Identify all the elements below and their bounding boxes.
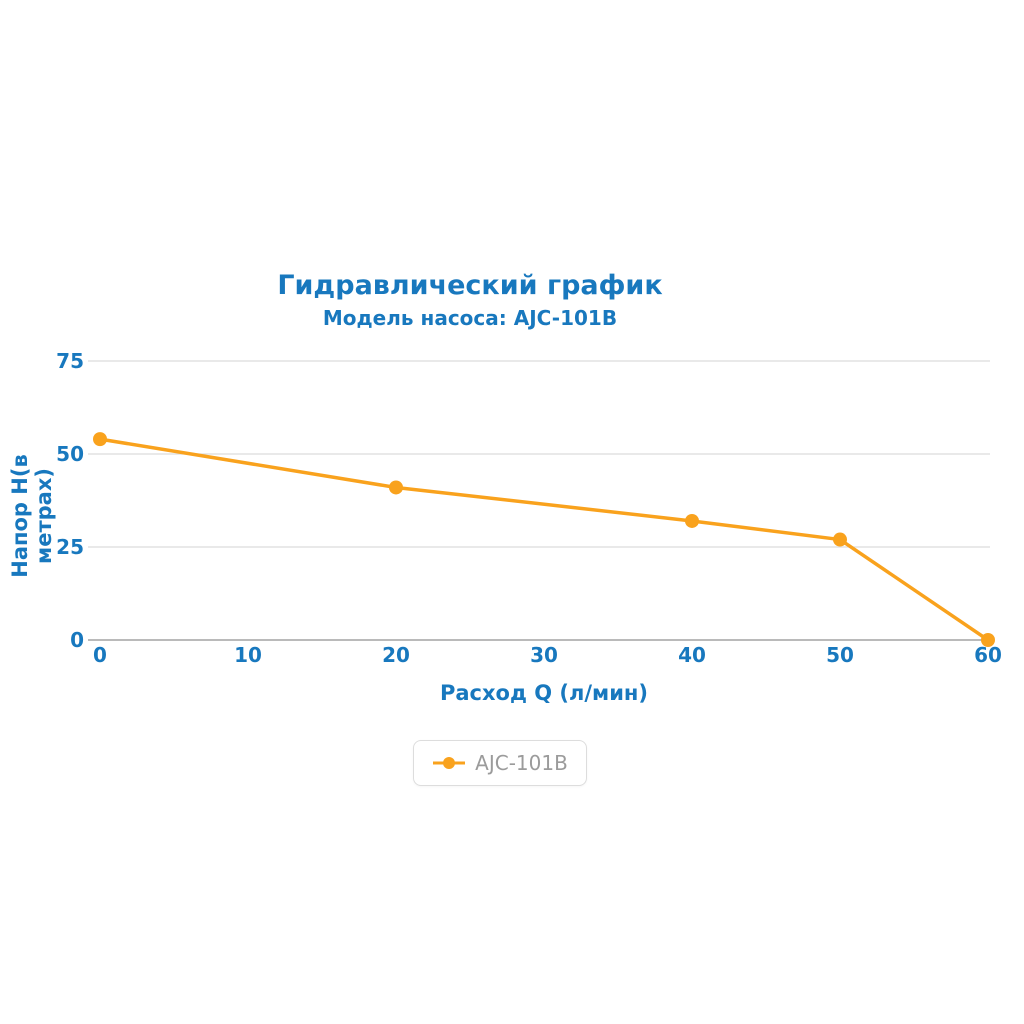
data-point-marker[interactable] <box>981 633 995 647</box>
x-axis-label: Расход Q (л/мин) <box>439 681 649 705</box>
y-tick-label: 75 <box>56 349 84 373</box>
x-tick-label: 40 <box>678 643 706 667</box>
y-tick-label: 0 <box>70 628 84 652</box>
data-point-marker[interactable] <box>833 532 847 547</box>
x-tick-label: 50 <box>826 643 854 667</box>
legend: AJC-101B <box>0 740 1000 786</box>
series-line <box>98 437 990 642</box>
chart-header: Гидравлический график Модель насоса: AJC… <box>0 270 940 330</box>
legend-label: AJC-101B <box>475 751 568 775</box>
data-point-marker[interactable] <box>685 513 699 528</box>
x-tick-label: 20 <box>382 643 410 667</box>
y-tick-label: 25 <box>56 535 84 559</box>
data-point-marker[interactable] <box>93 432 107 447</box>
legend-item[interactable]: AJC-101B <box>413 740 587 786</box>
x-tick-label: 0 <box>93 643 107 667</box>
x-tick-label: 30 <box>530 643 558 667</box>
chart-title: Гидравлический график <box>277 270 663 301</box>
data-point-marker[interactable] <box>389 480 403 495</box>
legend-line-marker-icon <box>433 757 466 769</box>
chart-subtitle: Модель насоса: AJC-101B <box>322 306 618 331</box>
x-tick-label: 10 <box>234 643 262 667</box>
y-tick-label: 50 <box>56 442 84 466</box>
y-axis-label: Напор H(в метрах) <box>8 454 56 578</box>
